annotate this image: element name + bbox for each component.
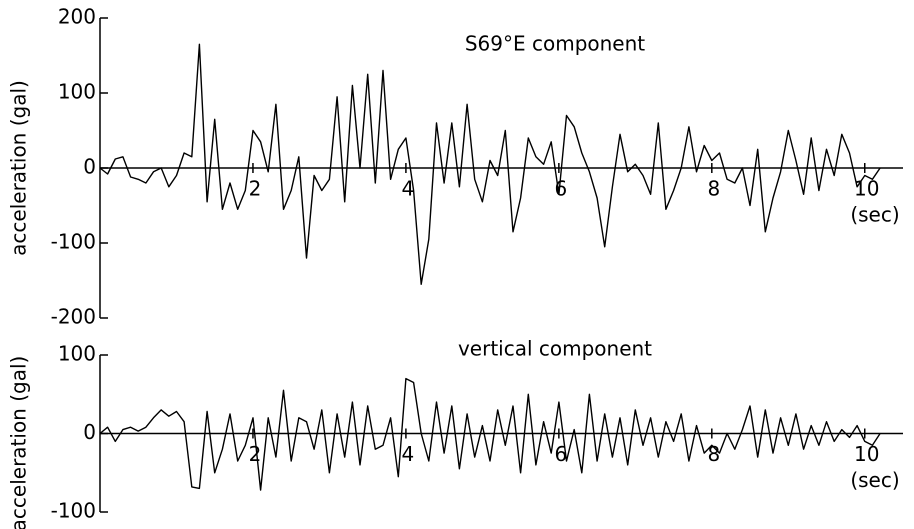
x-tick-label: 2 (249, 177, 262, 201)
y-tick-label: -100 (51, 230, 96, 254)
y-tick-label: 200 (58, 5, 96, 29)
y-tick-label: 100 (58, 80, 96, 104)
x-tick-label: 10 (854, 442, 879, 466)
x-tick-label: 8 (707, 177, 720, 201)
x-tick-label: 8 (707, 442, 720, 466)
component-label: vertical component (458, 337, 652, 361)
y-axis-label: acceleration (gal) (7, 80, 31, 256)
x-tick-label: 6 (554, 442, 567, 466)
x-axis-label: (sec) (850, 203, 899, 227)
x-tick-label: 2 (249, 442, 262, 466)
y-axis-label: acceleration (gal) (7, 356, 31, 529)
x-tick-label: 4 (402, 442, 415, 466)
waveform (99, 377, 881, 491)
y-tick-label: 100 (58, 342, 96, 366)
waveform (99, 43, 881, 285)
y-tick-label: -100 (51, 499, 96, 523)
x-tick-label: 10 (854, 177, 879, 201)
x-axis-label: (sec) (850, 468, 899, 492)
y-tick-label: 0 (83, 155, 96, 179)
x-tick-label: 4 (402, 177, 415, 201)
y-tick-label: 0 (83, 420, 96, 444)
y-tick-label: -200 (51, 305, 96, 329)
component-label: S69°E component (465, 32, 645, 56)
